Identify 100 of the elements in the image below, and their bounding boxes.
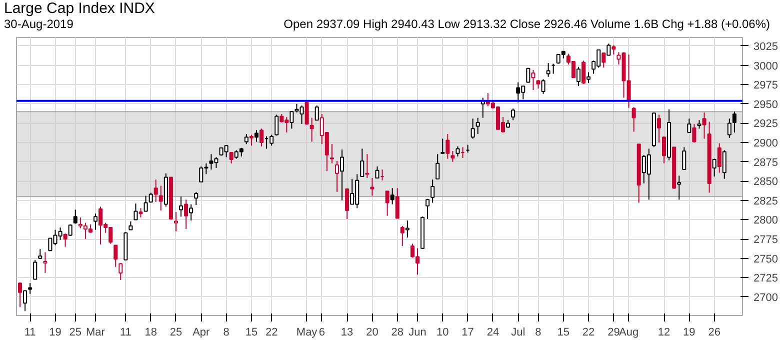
x-tick-label: 20 (366, 326, 378, 338)
candlestick (260, 128, 264, 147)
x-tick-label: 17 (462, 326, 474, 338)
x-tick-label: 15 (557, 326, 570, 338)
x-tick-label: Jun (408, 326, 426, 338)
y-tick-label: 3000 (754, 60, 778, 72)
candlestick (722, 150, 726, 180)
y-tick-label: 2750 (754, 253, 778, 266)
candlestick (375, 166, 380, 179)
y-tick-label: 2700 (754, 292, 778, 304)
candlestick (400, 225, 404, 246)
candlestick (385, 190, 390, 216)
y-tick-label: 2850 (754, 176, 778, 188)
candlestick (732, 111, 736, 133)
candlestick (606, 43, 611, 56)
candlestick (426, 198, 430, 220)
candlestick (330, 144, 334, 164)
candlestick (194, 191, 198, 206)
x-tick-label: Apr (192, 326, 210, 338)
x-tick-label: 8 (223, 326, 230, 338)
candlestick (702, 112, 706, 140)
y-tick-label: 2900 (754, 138, 778, 150)
candlestick (405, 220, 410, 238)
chart-title: Large Cap Index INDX (4, 0, 156, 17)
x-tick-label: 22 (582, 326, 595, 338)
candlestick (546, 62, 550, 78)
candlestick (456, 146, 460, 157)
x-tick-label: 11 (120, 326, 132, 338)
x-tick-label: 25 (170, 326, 182, 338)
candlestick (582, 60, 586, 84)
candlestick (144, 195, 148, 212)
x-tick-label: 10 (436, 326, 449, 338)
candlestick (476, 117, 480, 135)
candlestick (370, 178, 374, 196)
candlestick (662, 136, 666, 164)
x-tick-label: 18 (144, 326, 157, 338)
x-tick-label: 8 (535, 326, 542, 338)
candlestick (229, 152, 234, 164)
x-tick-label: 22 (265, 326, 278, 338)
candlestick (656, 114, 661, 144)
candlestick (687, 118, 692, 133)
candlestick (254, 130, 258, 142)
candlestick (244, 134, 248, 145)
candlestick (345, 188, 350, 220)
candlestick (18, 282, 22, 308)
x-tick-label: Aug (619, 326, 639, 338)
x-tick-label: 15 (245, 326, 258, 338)
x-tick-label: 13 (340, 326, 354, 338)
candlestick (23, 290, 28, 312)
candlestick (73, 209, 78, 224)
candlestick (249, 134, 254, 146)
x-tick-label: May (296, 326, 318, 338)
y-tick-label: 2975 (754, 80, 778, 92)
candlestick (470, 118, 475, 140)
candlestick (436, 154, 440, 180)
x-tick-label: Jul (511, 326, 526, 338)
candlestick (612, 44, 616, 55)
candlestick (174, 212, 178, 232)
x-tick-label: 24 (486, 326, 500, 338)
candlestick (179, 196, 184, 218)
x-tick-label: 25 (69, 326, 82, 338)
y-tick-label: 2725 (754, 272, 778, 285)
candlestick (576, 66, 580, 87)
candlestick (28, 282, 32, 294)
candlestick (93, 213, 98, 230)
candlestick (395, 188, 400, 219)
candlestick (712, 158, 716, 177)
y-tick-label: 2800 (754, 214, 778, 227)
x-tick-label: 11 (24, 326, 36, 338)
candlestick (274, 114, 279, 136)
candlestick (430, 179, 435, 204)
x-tick-label: 6 (318, 326, 325, 338)
y-tick-label: 2875 (754, 156, 778, 169)
y-tick-label: 2775 (754, 234, 778, 246)
chart-subtitle: 30-Aug-2019 (4, 17, 74, 31)
candlestick (138, 208, 143, 218)
y-tick-label: 2950 (754, 98, 778, 111)
candlestick (189, 204, 194, 222)
candlestick (154, 179, 158, 202)
x-tick-label: 26 (708, 326, 720, 338)
text: Open 2937.09 High 2940.43 Low 2913.32 Close 2926.46 Volume 1.6B Chg +1.88 (+0.06%) (284, 17, 770, 31)
candlestick (717, 142, 722, 174)
candlestick (440, 138, 445, 154)
candlestick (511, 108, 516, 121)
candlestick (114, 244, 118, 268)
candlestick (118, 262, 123, 280)
x-tick-label: 28 (391, 326, 404, 338)
candlestick (184, 199, 188, 230)
candlestick (446, 134, 450, 160)
candlestick (134, 203, 138, 220)
candlestick (148, 192, 153, 204)
x-tick-label: 29 (608, 326, 620, 338)
candlestick (158, 185, 163, 211)
y-tick-label: 2925 (754, 118, 778, 130)
candlestick (450, 150, 455, 162)
candlestick (43, 252, 48, 274)
x-tick-label: 19 (683, 326, 696, 338)
candlestick (33, 259, 38, 280)
candlestick (727, 118, 732, 138)
candlestick (602, 52, 606, 68)
